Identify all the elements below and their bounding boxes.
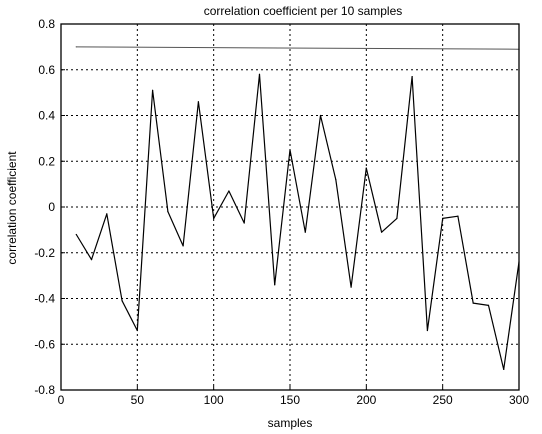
x-tick-label: 100: [204, 393, 224, 407]
x-tick-label: 250: [433, 393, 453, 407]
data-point: [488, 305, 489, 306]
x-tick-label: 0: [58, 393, 65, 407]
chart-title: correlation coefficient per 10 samples: [204, 4, 403, 18]
y-tick-label: -0.4: [34, 292, 55, 306]
data-point: [167, 211, 168, 212]
grid: [61, 24, 519, 390]
data-point: [198, 101, 199, 102]
data-point: [427, 330, 428, 331]
y-tick-label: -0.8: [34, 383, 55, 397]
data-point: [335, 179, 336, 180]
data-point: [228, 190, 229, 191]
data-point: [412, 76, 413, 77]
y-tick-label: 0.4: [38, 109, 55, 123]
x-tick-label: 150: [280, 393, 300, 407]
data-point: [320, 115, 321, 116]
data-point: [274, 284, 275, 285]
x-tick-label: 200: [356, 393, 376, 407]
y-tick-label: 0.8: [38, 17, 55, 31]
data-point: [244, 222, 245, 223]
y-tick-label: -0.2: [34, 246, 55, 260]
data-point: [366, 168, 367, 169]
x-tick-label: 300: [509, 393, 529, 407]
data-point: [396, 218, 397, 219]
y-axis-label: correlation coefficient: [5, 151, 19, 265]
series-line-correlation: [76, 74, 519, 369]
data-point: [457, 216, 458, 217]
ticks: 0 50 100 150 200 250 300 0.8 0.6 0.4 0.2 0 -0.2 -0.4 -…: [34, 17, 529, 407]
data-point: [305, 232, 306, 233]
data-point: [106, 213, 107, 214]
data-point: [121, 300, 122, 301]
data-point: [473, 302, 474, 303]
data-point: [350, 286, 351, 287]
data-point: [213, 218, 214, 219]
data-point: [76, 234, 77, 235]
y-tick-label: -0.6: [34, 337, 55, 351]
y-tick-label: 0: [48, 200, 55, 214]
data-point: [381, 232, 382, 233]
series-group: [76, 46, 520, 370]
data-point: [91, 259, 92, 260]
data-point: [503, 369, 504, 370]
data-point: [137, 330, 138, 331]
data-point: [76, 46, 77, 47]
data-point: [289, 149, 290, 150]
y-tick-label: 0.6: [38, 63, 55, 77]
x-axis-label: samples: [268, 416, 313, 430]
series-line-reference: [76, 47, 519, 49]
data-point: [442, 218, 443, 219]
x-tick-label: 50: [131, 393, 145, 407]
data-point: [183, 245, 184, 246]
y-tick-label: 0.2: [38, 154, 55, 168]
data-point: [259, 74, 260, 75]
data-point: [152, 90, 153, 91]
